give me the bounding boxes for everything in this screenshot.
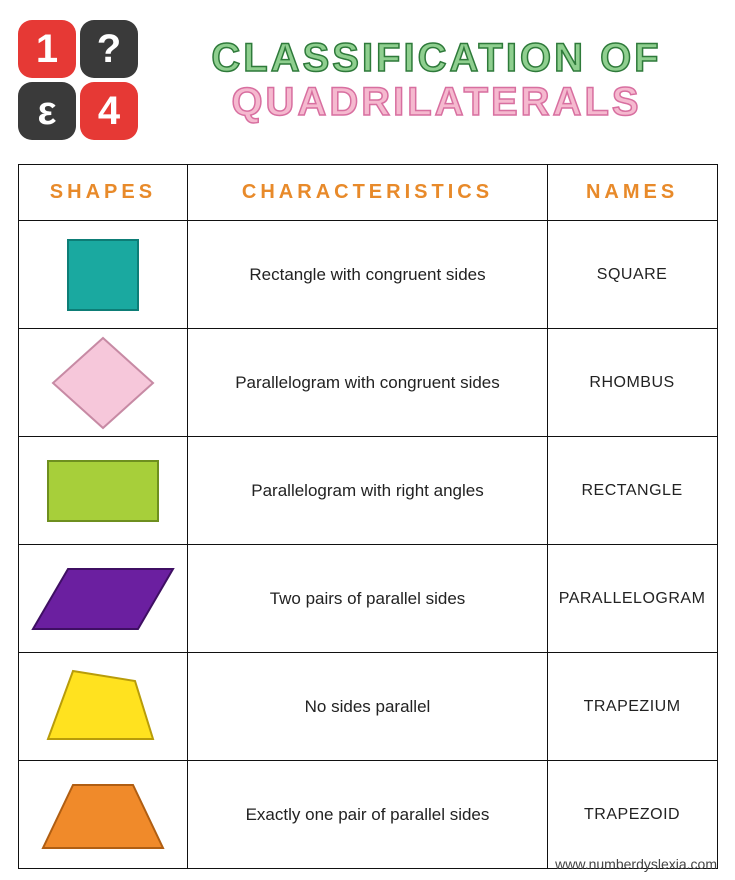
characteristic-text: Parallelogram with congruent sides (225, 373, 510, 392)
name-text: SQUARE (597, 266, 668, 283)
table-row: Two pairs of parallel sides PARALLELOGRAM (18, 545, 717, 653)
trapezium-icon (33, 659, 173, 754)
header-names: NAMES (547, 165, 717, 221)
characteristic-text: Parallelogram with right angles (241, 481, 493, 500)
characteristic-cell: Rectangle with congruent sides (188, 221, 547, 329)
name-text: PARALLELOGRAM (559, 590, 706, 607)
table-row: Parallelogram with right angles RECTANGLE (18, 437, 717, 545)
parallelogram-icon (28, 554, 178, 644)
footer-url: www.numberdyslexia.com (555, 856, 717, 872)
characteristic-cell: Parallelogram with congruent sides (188, 329, 547, 437)
name-text: TRAPEZIUM (584, 698, 681, 715)
shape-cell-trapezium (18, 653, 188, 761)
logo-tile-1: ? (80, 20, 138, 78)
characteristic-cell: Exactly one pair of parallel sides (188, 761, 547, 869)
rectangle-icon (33, 446, 173, 536)
shape-cell-trapezoid (18, 761, 188, 869)
header-characteristics: CHARACTERISTICS (188, 165, 547, 221)
title-block: CLASSIFICATION OF QUADRILATERALS (156, 36, 717, 124)
name-cell: TRAPEZIUM (547, 653, 717, 761)
name-text: RHOMBUS (589, 374, 674, 391)
title-line-2: QUADRILATERALS (156, 80, 717, 124)
name-cell: TRAPEZOID (547, 761, 717, 869)
logo-tile-3: 4 (80, 82, 138, 140)
square-icon (43, 230, 163, 320)
characteristic-text: Two pairs of parallel sides (260, 589, 476, 608)
characteristic-text: Rectangle with congruent sides (239, 265, 495, 284)
table-row: No sides parallel TRAPEZIUM (18, 653, 717, 761)
rhombus-icon (43, 333, 163, 433)
table-row: Parallelogram with congruent sides RHOMBU… (18, 329, 717, 437)
characteristic-text: Exactly one pair of parallel sides (236, 805, 500, 824)
shape-cell-square (18, 221, 188, 329)
characteristic-cell: No sides parallel (188, 653, 547, 761)
table-body: Rectangle with congruent sides SQUARE Para… (18, 221, 717, 869)
shape-cell-parallelogram (18, 545, 188, 653)
shape-cell-rhombus (18, 329, 188, 437)
shape-cell-rectangle (18, 437, 188, 545)
name-text: TRAPEZOID (584, 806, 680, 823)
name-cell: RECTANGLE (547, 437, 717, 545)
title-line-1: CLASSIFICATION OF (156, 36, 717, 80)
name-cell: SQUARE (547, 221, 717, 329)
table-header-row: SHAPES CHARACTERISTICS NAMES (18, 165, 717, 221)
name-cell: RHOMBUS (547, 329, 717, 437)
characteristic-cell: Parallelogram with right angles (188, 437, 547, 545)
logo-grid: 1?ε4 (18, 20, 138, 140)
characteristic-text: No sides parallel (295, 697, 441, 716)
header: 1?ε4 CLASSIFICATION OF QUADRILATERALS (0, 0, 735, 150)
table-row: Exactly one pair of parallel sides TRAPEZ… (18, 761, 717, 869)
name-cell: PARALLELOGRAM (547, 545, 717, 653)
logo-tile-2: ε (18, 82, 76, 140)
quadrilateral-table: SHAPES CHARACTERISTICS NAMES Rectangle w… (18, 164, 718, 869)
header-shapes: SHAPES (18, 165, 188, 221)
name-text: RECTANGLE (582, 482, 683, 499)
characteristic-cell: Two pairs of parallel sides (188, 545, 547, 653)
logo-tile-0: 1 (18, 20, 76, 78)
trapezoid-icon (33, 770, 173, 860)
table-row: Rectangle with congruent sides SQUARE (18, 221, 717, 329)
